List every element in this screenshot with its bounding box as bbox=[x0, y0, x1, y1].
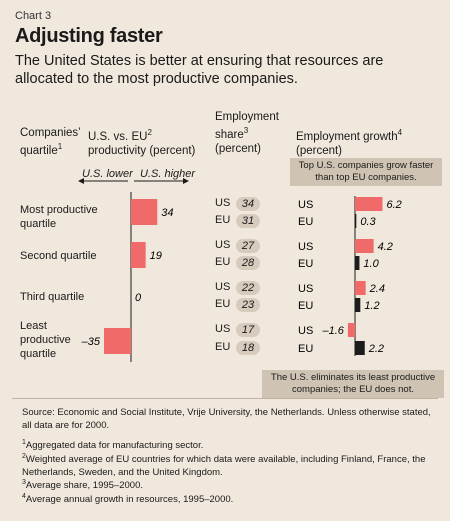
chart-number: Chart 3 bbox=[15, 10, 52, 22]
productivity-value-label: 0 bbox=[135, 292, 142, 304]
growth-series-label-us: US bbox=[298, 283, 313, 295]
footnote: 3Average share, 1995–2000. bbox=[22, 476, 437, 492]
share-series-label-eu: EU bbox=[215, 298, 231, 310]
growth-value-us: 2.4 bbox=[369, 283, 385, 295]
footnote-number: 3 bbox=[22, 479, 26, 486]
chart-title: Adjusting faster bbox=[15, 25, 163, 47]
footnote-text: Aggregated data for manufacturing sector… bbox=[25, 440, 204, 452]
growth-series-label-eu: EU bbox=[298, 216, 313, 228]
callout-top: Top U.S. companies grow faster than top … bbox=[290, 158, 442, 186]
share-series-label-us: US bbox=[215, 197, 231, 209]
growth-value-eu: 1.2 bbox=[364, 300, 379, 312]
share-value-eu: 18 bbox=[236, 341, 260, 355]
lower-arrow-head bbox=[78, 178, 84, 184]
axis-label-lower: U.S. lower bbox=[82, 168, 133, 180]
productivity-bar bbox=[131, 199, 158, 225]
share-value-eu: 31 bbox=[236, 214, 260, 228]
share-value-us: 17 bbox=[236, 323, 260, 337]
footnote-text: Average annual growth in resources, 1995… bbox=[25, 494, 234, 506]
footnote-text: Weighted average of EU countries for whi… bbox=[22, 454, 426, 479]
productivity-bar bbox=[104, 328, 131, 354]
growth-bar-eu bbox=[355, 341, 365, 355]
share-value-us: 22 bbox=[236, 281, 260, 295]
growth-series-label-us: US bbox=[298, 199, 313, 211]
header-productivity: U.S. vs. EU2 productivity (percent) bbox=[88, 128, 196, 157]
chart-svg: 34 19 0 –35 6.2 US 4.2 US 2.4 US –1.6 US 0.3 EU 1.0 EU 1… bbox=[78, 178, 402, 362]
growth-bar-us bbox=[355, 239, 374, 253]
growth-series-label-eu: EU bbox=[298, 258, 313, 270]
growth-bar-eu bbox=[355, 256, 360, 270]
growth-series-label-us: US bbox=[298, 325, 313, 337]
footnote: 4Average annual growth in resources, 199… bbox=[22, 490, 437, 506]
share-series-label-us: US bbox=[215, 323, 231, 335]
source-note: Source: Economic and Social Institute, V… bbox=[22, 407, 431, 431]
share-series-label-eu: EU bbox=[215, 256, 231, 268]
callout-bottom: The U.S. eliminates its least productive… bbox=[262, 370, 444, 398]
share-series-label-eu: EU bbox=[215, 341, 231, 353]
growth-bar-us bbox=[355, 281, 366, 295]
footnote: 2Weighted average of EU countries for wh… bbox=[22, 450, 437, 479]
chart-subtitle: The United States is better at ensuring … bbox=[15, 53, 384, 87]
footnote: 1Aggregated data for manufacturing secto… bbox=[22, 436, 437, 452]
share-series-label-us: US bbox=[215, 281, 231, 293]
productivity-bar bbox=[131, 242, 146, 268]
growth-value-us: –1.6 bbox=[321, 325, 344, 337]
growth-value-eu: 0.3 bbox=[360, 216, 376, 228]
divider bbox=[12, 398, 438, 399]
growth-value-us: 6.2 bbox=[387, 199, 402, 211]
share-value-eu: 28 bbox=[236, 256, 260, 270]
growth-bar-us bbox=[355, 197, 383, 211]
share-series-label-us: US bbox=[215, 239, 231, 251]
share-value-us: 27 bbox=[236, 239, 260, 253]
footnote-number: 4 bbox=[22, 493, 26, 500]
growth-value-us: 4.2 bbox=[378, 241, 393, 253]
productivity-value-label: 19 bbox=[150, 250, 162, 262]
share-value-eu: 23 bbox=[236, 298, 260, 312]
category-label: Least productive quartile bbox=[20, 320, 71, 360]
axis-label-higher: U.S. higher bbox=[140, 168, 196, 180]
growth-value-eu: 1.0 bbox=[363, 258, 379, 270]
footnote-number: 1 bbox=[22, 439, 26, 446]
header-quartile: Companies’ quartile1 bbox=[20, 127, 81, 157]
higher-arrow-head bbox=[183, 178, 189, 184]
share-value-us: 34 bbox=[236, 197, 260, 211]
growth-bar-eu bbox=[355, 298, 361, 312]
share-series-label-eu: EU bbox=[215, 214, 231, 226]
growth-series-label-eu: EU bbox=[298, 300, 313, 312]
footnote-number: 2 bbox=[22, 453, 26, 460]
category-label: Third quartile bbox=[20, 291, 85, 303]
footnote-text: Average share, 1995–2000. bbox=[25, 480, 143, 492]
productivity-value-label: –35 bbox=[81, 336, 101, 348]
category-label: Second quartile bbox=[20, 250, 97, 262]
productivity-value-label: 34 bbox=[161, 207, 173, 219]
growth-series-label-eu: EU bbox=[298, 343, 313, 355]
header-employment-share: Employment share3 (percent) bbox=[215, 111, 279, 155]
growth-series-label-us: US bbox=[298, 241, 313, 253]
growth-bar-us bbox=[347, 323, 355, 337]
growth-value-eu: 2.2 bbox=[368, 343, 384, 355]
growth-bar-eu bbox=[355, 214, 357, 228]
header-employment-growth: Employment growth4 (percent) bbox=[296, 128, 403, 157]
category-label: Most productive quartile bbox=[20, 204, 98, 230]
